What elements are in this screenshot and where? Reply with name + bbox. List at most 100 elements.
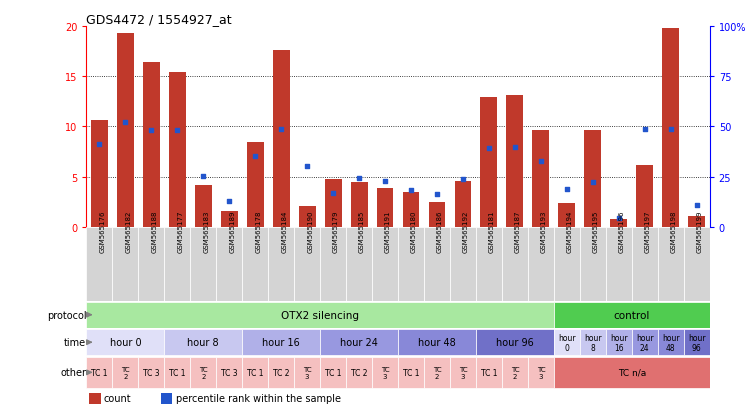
Bar (164, 329, 242, 356)
Bar (117, 34, 134, 227)
Bar (86, 357, 113, 388)
Text: GSM565180: GSM565180 (411, 210, 417, 252)
Bar (376, 188, 394, 227)
Point (509, 144, 521, 150)
Bar (346, 227, 372, 301)
Bar (216, 357, 242, 388)
Text: hour 96: hour 96 (496, 337, 534, 347)
Bar (320, 357, 346, 388)
Bar (372, 227, 398, 301)
Bar (606, 227, 632, 301)
Point (379, 178, 391, 185)
Bar (403, 192, 420, 227)
Bar (169, 73, 185, 227)
Text: hour
8: hour 8 (584, 333, 602, 352)
Point (327, 190, 339, 197)
Bar (554, 329, 580, 356)
Point (119, 120, 131, 126)
Text: control: control (614, 310, 650, 320)
Bar (506, 96, 523, 227)
Bar (554, 227, 580, 301)
Text: TC n/a: TC n/a (617, 368, 646, 377)
Bar (450, 357, 476, 388)
Text: GDS4472 / 1554927_at: GDS4472 / 1554927_at (86, 13, 232, 26)
Point (275, 127, 287, 133)
Text: hour
96: hour 96 (688, 333, 705, 352)
Bar (532, 131, 549, 227)
Bar (86, 227, 113, 301)
Bar (450, 227, 476, 301)
Bar (398, 329, 476, 356)
Bar (242, 357, 268, 388)
Text: protocol: protocol (47, 310, 86, 320)
Text: GSM565187: GSM565187 (515, 210, 521, 252)
Text: hour
0: hour 0 (558, 333, 576, 352)
Point (665, 127, 677, 133)
Bar (113, 357, 138, 388)
Bar (299, 206, 315, 227)
Bar (195, 185, 212, 227)
Bar (688, 216, 705, 227)
Text: TC 2: TC 2 (273, 368, 289, 377)
Text: GSM565197: GSM565197 (645, 210, 651, 252)
Bar (429, 202, 445, 227)
Bar (398, 357, 424, 388)
Text: GSM565183: GSM565183 (204, 210, 210, 252)
Text: GSM565177: GSM565177 (177, 210, 183, 252)
Text: GSM565199: GSM565199 (697, 210, 703, 252)
Bar (528, 227, 554, 301)
Point (249, 153, 261, 159)
Bar (611, 219, 627, 227)
Text: hour 48: hour 48 (418, 337, 456, 347)
Point (405, 187, 417, 194)
Text: GSM565198: GSM565198 (671, 210, 677, 252)
Text: hour
16: hour 16 (610, 333, 628, 352)
Text: GSM565191: GSM565191 (385, 210, 391, 252)
Bar (424, 357, 450, 388)
Bar (528, 357, 554, 388)
Text: TC
2: TC 2 (511, 366, 519, 379)
Text: GSM565185: GSM565185 (359, 210, 365, 252)
Text: GSM565194: GSM565194 (567, 210, 573, 252)
Bar (683, 227, 710, 301)
Text: TC 1: TC 1 (403, 368, 419, 377)
Text: time: time (65, 337, 86, 347)
Bar (86, 302, 554, 328)
Bar (398, 227, 424, 301)
Text: hour 0: hour 0 (110, 337, 141, 347)
Bar (662, 29, 679, 227)
Point (587, 179, 599, 185)
Text: TC
3: TC 3 (381, 366, 389, 379)
Text: hour 8: hour 8 (188, 337, 219, 347)
Bar (294, 227, 320, 301)
Bar (143, 63, 160, 227)
Bar (351, 182, 367, 227)
Text: TC
3: TC 3 (459, 366, 467, 379)
Bar (481, 98, 497, 227)
Bar (584, 131, 602, 227)
Text: GSM565179: GSM565179 (333, 210, 339, 252)
Point (223, 198, 235, 204)
Bar (247, 143, 264, 227)
Text: hour
48: hour 48 (662, 333, 680, 352)
Text: GSM565192: GSM565192 (463, 210, 469, 252)
Point (613, 215, 625, 222)
Bar (138, 227, 164, 301)
Text: GSM565188: GSM565188 (151, 210, 157, 252)
Text: TC 1: TC 1 (169, 368, 185, 377)
Bar (658, 329, 683, 356)
Bar (268, 227, 294, 301)
Text: TC 3: TC 3 (143, 368, 160, 377)
Bar (164, 357, 190, 388)
Text: GSM565193: GSM565193 (541, 210, 547, 252)
Point (198, 173, 210, 180)
Bar (320, 227, 346, 301)
Bar (268, 357, 294, 388)
Bar (294, 357, 320, 388)
Bar (273, 51, 290, 227)
Text: percentile rank within the sample: percentile rank within the sample (176, 394, 340, 404)
Point (561, 186, 573, 192)
Point (639, 127, 651, 133)
Text: GSM565181: GSM565181 (489, 210, 495, 252)
Point (301, 163, 313, 169)
